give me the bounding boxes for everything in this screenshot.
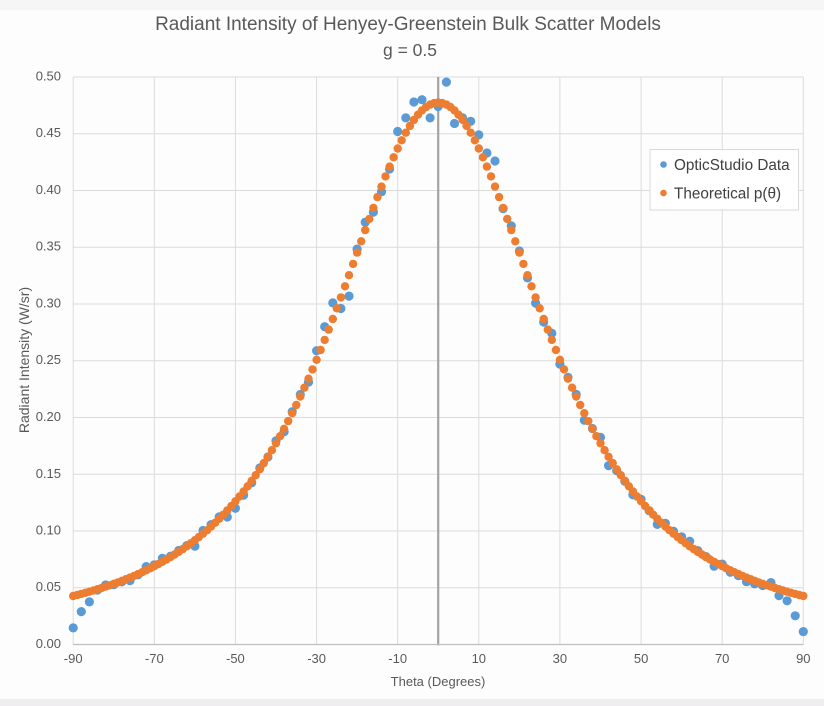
svg-text:-50: -50: [226, 651, 245, 666]
svg-text:g = 0.5: g = 0.5: [383, 40, 437, 60]
svg-text:-30: -30: [307, 651, 326, 666]
svg-text:0.10: 0.10: [36, 523, 61, 538]
svg-text:Radiant Intensity (W/sr): Radiant Intensity (W/sr): [16, 287, 32, 433]
svg-text:-90: -90: [64, 651, 83, 666]
svg-text:70: 70: [715, 651, 729, 666]
svg-text:0.30: 0.30: [36, 296, 61, 311]
svg-text:0.15: 0.15: [36, 466, 61, 481]
svg-text:0.20: 0.20: [36, 409, 61, 424]
svg-text:Radiant Intensity of Henyey-Gr: Radiant Intensity of Henyey-Greenstein B…: [155, 14, 661, 35]
svg-text:0.25: 0.25: [36, 352, 61, 367]
svg-text:Theta (Degrees): Theta (Degrees): [391, 674, 486, 689]
svg-text:0.00: 0.00: [36, 636, 61, 651]
svg-text:0.35: 0.35: [36, 239, 61, 254]
svg-text:30: 30: [553, 651, 567, 666]
svg-text:-10: -10: [388, 651, 407, 666]
svg-text:0.45: 0.45: [36, 125, 61, 140]
svg-text:OpticStudio Data: OpticStudio Data: [674, 157, 790, 174]
svg-text:-70: -70: [145, 651, 164, 666]
svg-text:Theoretical p(θ): Theoretical p(θ): [674, 186, 781, 203]
svg-text:0.05: 0.05: [36, 579, 61, 594]
svg-text:90: 90: [796, 651, 810, 666]
svg-text:0.50: 0.50: [36, 69, 61, 84]
svg-text:10: 10: [472, 651, 486, 666]
svg-text:50: 50: [634, 651, 648, 666]
svg-text:0.40: 0.40: [36, 182, 61, 197]
